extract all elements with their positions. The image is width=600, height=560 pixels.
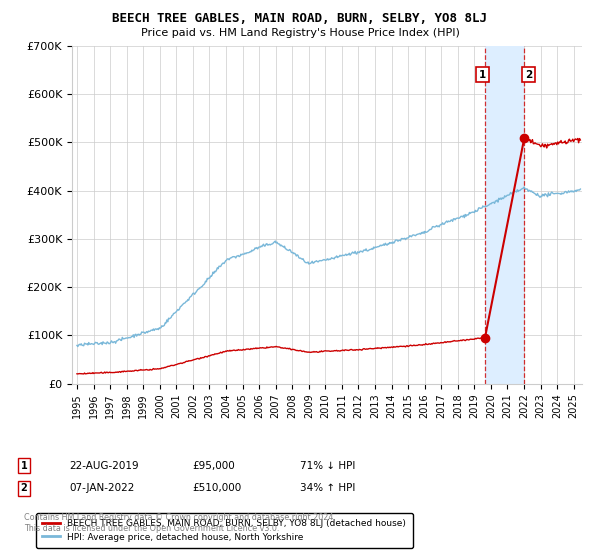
Text: Contains HM Land Registry data © Crown copyright and database right 2024.: Contains HM Land Registry data © Crown c… [24, 513, 336, 522]
Text: 2: 2 [525, 70, 532, 80]
Text: 07-JAN-2022: 07-JAN-2022 [69, 483, 134, 493]
Text: 22-AUG-2019: 22-AUG-2019 [69, 461, 139, 471]
Text: 2: 2 [20, 483, 28, 493]
Text: 1: 1 [20, 461, 28, 471]
Text: £510,000: £510,000 [192, 483, 241, 493]
Text: £95,000: £95,000 [192, 461, 235, 471]
Text: 71% ↓ HPI: 71% ↓ HPI [300, 461, 355, 471]
Text: 34% ↑ HPI: 34% ↑ HPI [300, 483, 355, 493]
Text: Price paid vs. HM Land Registry's House Price Index (HPI): Price paid vs. HM Land Registry's House … [140, 28, 460, 38]
Text: 1: 1 [479, 70, 486, 80]
Legend: BEECH TREE GABLES, MAIN ROAD, BURN, SELBY, YO8 8LJ (detached house), HPI: Averag: BEECH TREE GABLES, MAIN ROAD, BURN, SELB… [36, 513, 413, 548]
Text: BEECH TREE GABLES, MAIN ROAD, BURN, SELBY, YO8 8LJ: BEECH TREE GABLES, MAIN ROAD, BURN, SELB… [113, 12, 487, 25]
Bar [485, 46, 524, 384]
Text: This data is licensed under the Open Government Licence v3.0.: This data is licensed under the Open Gov… [24, 524, 280, 533]
